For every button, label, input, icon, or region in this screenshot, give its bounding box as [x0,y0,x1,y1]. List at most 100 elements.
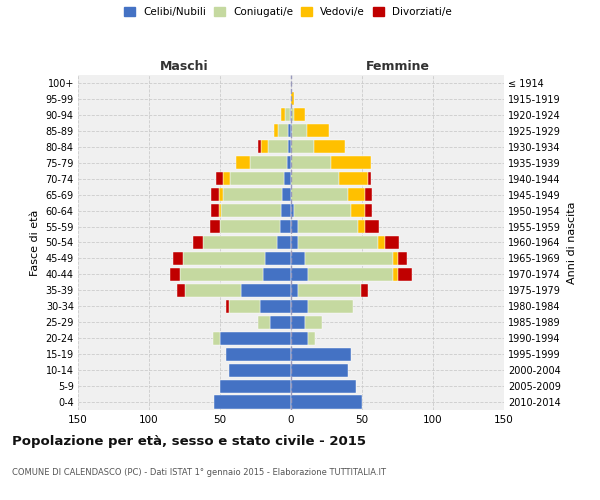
Bar [291,140,314,153]
Bar [339,172,368,185]
Bar [314,140,345,153]
Bar [393,268,398,281]
Bar [259,140,261,153]
Bar [250,156,287,170]
Bar [211,188,218,201]
Bar [291,124,292,138]
Bar [291,332,308,345]
Bar [221,204,281,217]
Bar [291,92,294,106]
Bar [170,268,180,281]
Bar [260,300,291,313]
Bar [281,204,291,217]
Bar [393,252,398,265]
Bar [291,252,305,265]
Bar [291,268,308,281]
Legend: Celibi/Nubili, Coniugati/e, Vedovi/e, Divorziati/e: Celibi/Nubili, Coniugati/e, Vedovi/e, Di… [122,5,454,20]
Bar [365,220,379,233]
Bar [268,140,288,153]
Bar [218,204,221,217]
Bar [236,156,250,170]
Bar [261,140,268,153]
Bar [291,156,331,170]
Bar [307,124,329,138]
Bar [308,268,393,281]
Text: Maschi: Maschi [160,60,209,72]
Bar [294,204,350,217]
Bar [291,172,339,185]
Bar [377,236,385,249]
Bar [298,220,358,233]
Bar [211,204,218,217]
Y-axis label: Anni di nascita: Anni di nascita [566,201,577,284]
Bar [226,300,229,313]
Bar [178,284,185,297]
Bar [220,220,280,233]
Bar [218,188,223,201]
Bar [210,220,220,233]
Bar [288,140,291,153]
Bar [298,236,377,249]
Bar [358,220,365,233]
Bar [265,252,291,265]
Bar [193,236,203,249]
Bar [278,124,288,138]
Bar [213,332,220,345]
Bar [241,284,291,297]
Bar [286,108,290,122]
Bar [185,284,241,297]
Bar [291,236,298,249]
Bar [223,172,230,185]
Bar [216,172,223,185]
Bar [284,172,291,185]
Bar [183,252,265,265]
Bar [350,204,365,217]
Bar [291,364,348,376]
Bar [281,108,286,122]
Bar [291,108,294,122]
Text: Femmine: Femmine [365,60,430,72]
Bar [290,108,291,122]
Bar [270,316,291,329]
Bar [283,188,291,201]
Bar [229,300,260,313]
Bar [259,316,270,329]
Bar [305,252,393,265]
Bar [305,316,322,329]
Bar [348,188,365,201]
Text: COMUNE DI CALENDASCO (PC) - Dati ISTAT 1° gennaio 2015 - Elaborazione TUTTITALIA: COMUNE DI CALENDASCO (PC) - Dati ISTAT 1… [12,468,386,477]
Bar [331,156,371,170]
Bar [365,188,372,201]
Bar [203,236,277,249]
Bar [291,396,362,408]
Text: Popolazione per età, sesso e stato civile - 2015: Popolazione per età, sesso e stato civil… [12,435,366,448]
Bar [223,188,283,201]
Bar [274,124,278,138]
Bar [291,204,294,217]
Bar [308,300,353,313]
Bar [368,172,371,185]
Bar [288,124,291,138]
Bar [277,236,291,249]
Bar [291,316,305,329]
Bar [291,380,356,392]
Bar [298,284,361,297]
Bar [294,108,305,122]
Bar [398,268,412,281]
Bar [291,284,298,297]
Bar [292,124,307,138]
Bar [287,156,291,170]
Bar [229,364,291,376]
Bar [263,268,291,281]
Bar [180,268,263,281]
Bar [220,380,291,392]
Bar [291,300,308,313]
Bar [214,396,291,408]
Bar [291,188,348,201]
Bar [220,332,291,345]
Bar [398,252,407,265]
Bar [173,252,183,265]
Y-axis label: Fasce di età: Fasce di età [30,210,40,276]
Bar [226,348,291,360]
Bar [308,332,315,345]
